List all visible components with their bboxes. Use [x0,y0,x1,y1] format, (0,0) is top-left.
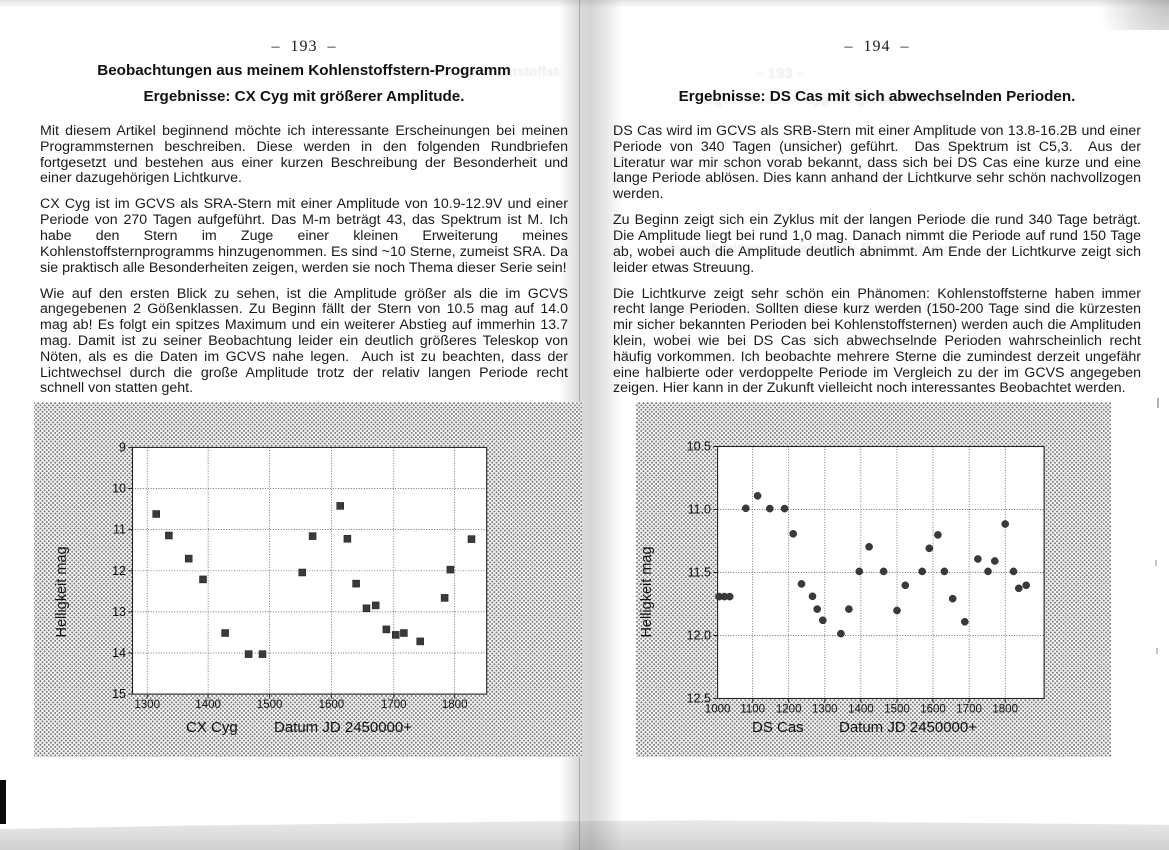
svg-text:CX Cyg: CX Cyg [186,719,238,736]
svg-text:1300: 1300 [134,699,160,711]
svg-text:14: 14 [112,646,126,660]
svg-text:Helligkeit mag: Helligkeit mag [639,546,655,637]
svg-text:12.0: 12.0 [687,629,711,643]
svg-text:1100: 1100 [740,704,765,716]
svg-text:1800: 1800 [442,699,468,711]
svg-text:1500: 1500 [257,699,283,711]
svg-text:13: 13 [112,605,126,619]
svg-text:1400: 1400 [848,704,874,716]
svg-text:11.5: 11.5 [688,566,711,580]
svg-text:1700: 1700 [956,704,982,716]
svg-text:1700: 1700 [381,699,407,711]
svg-text:DS Cas: DS Cas [752,719,804,736]
svg-text:Helligkeit mag: Helligkeit mag [54,546,70,637]
svg-text:9: 9 [119,441,126,455]
svg-text:1800: 1800 [992,704,1018,716]
svg-text:1500: 1500 [884,704,910,716]
svg-text:11.0: 11.0 [688,503,711,517]
svg-text:11: 11 [113,523,126,537]
svg-text:1200: 1200 [776,704,802,716]
svg-text:15: 15 [112,687,126,701]
svg-text:Datum JD 2450000+: Datum JD 2450000+ [839,719,977,736]
svg-text:1400: 1400 [195,699,221,711]
svg-text:Datum JD 2450000+: Datum JD 2450000+ [274,719,412,736]
svg-text:10.5: 10.5 [687,440,711,454]
svg-text:1600: 1600 [319,699,345,711]
svg-text:10: 10 [112,482,126,496]
svg-text:1600: 1600 [920,704,946,716]
svg-text:1000: 1000 [705,704,731,716]
svg-text:12: 12 [112,564,126,578]
svg-text:1300: 1300 [812,704,838,716]
